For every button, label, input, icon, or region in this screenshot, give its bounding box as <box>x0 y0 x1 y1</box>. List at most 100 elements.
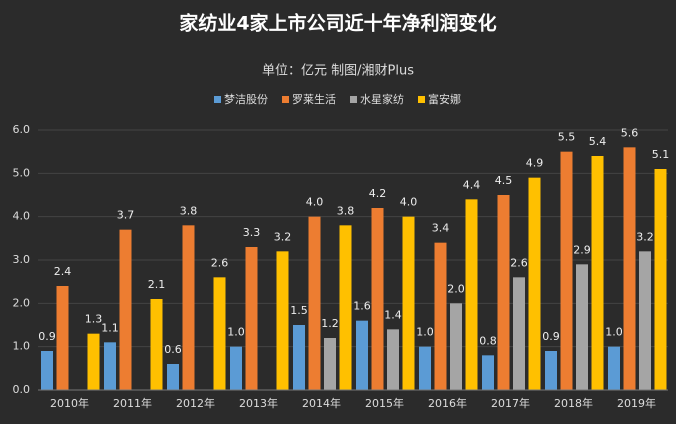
x-tick-label: 2014年 <box>302 396 341 410</box>
bar <box>654 169 667 390</box>
x-tick-label: 2017年 <box>491 396 530 410</box>
y-tick-label: 6.0 <box>13 123 31 136</box>
value-label: 2.0 <box>447 282 465 295</box>
bar <box>324 338 336 390</box>
x-tick-label: 2016年 <box>428 396 467 410</box>
value-label: 2.6 <box>510 256 528 269</box>
value-label: 3.7 <box>117 209 135 222</box>
value-label: 2.1 <box>148 278 166 291</box>
y-tick-label: 3.0 <box>13 253 31 266</box>
value-label: 3.8 <box>337 204 355 217</box>
bar <box>41 351 53 390</box>
bar <box>56 286 69 390</box>
bar <box>639 251 651 390</box>
value-label: 5.4 <box>589 135 607 148</box>
bar <box>245 247 258 390</box>
value-label: 5.6 <box>621 126 639 139</box>
value-label: 5.1 <box>652 148 670 161</box>
value-label: 3.4 <box>432 222 450 235</box>
bar <box>150 299 163 390</box>
bar <box>497 195 510 390</box>
value-label: 3.8 <box>180 204 198 217</box>
legend-label: 罗莱生活 <box>292 92 336 106</box>
value-label: 4.4 <box>463 178 481 191</box>
value-label: 3.2 <box>274 230 292 243</box>
bar <box>213 277 226 390</box>
bar <box>576 264 588 390</box>
legend-swatch <box>282 96 289 103</box>
value-label: 1.0 <box>227 326 245 339</box>
value-label: 3.3 <box>243 226 261 239</box>
x-tick-label: 2012年 <box>176 396 215 410</box>
bar <box>513 277 525 390</box>
bar <box>119 229 132 390</box>
y-tick-label: 4.0 <box>13 210 31 223</box>
legend-label: 水星家纺 <box>360 92 404 106</box>
y-tick-label: 2.0 <box>13 296 31 309</box>
bar <box>230 346 242 390</box>
y-tick-label: 5.0 <box>13 166 31 179</box>
y-tick-label: 1.0 <box>13 340 31 353</box>
chart-title: 家纺业4家上市公司近十年净利润变化 <box>179 12 496 35</box>
x-tick-label: 2018年 <box>554 396 593 410</box>
bar <box>308 216 321 390</box>
bar <box>356 320 368 390</box>
bar <box>293 325 305 390</box>
bar <box>104 342 116 390</box>
value-label: 2.4 <box>54 265 72 278</box>
value-label: 4.0 <box>400 196 418 209</box>
legend-swatch <box>214 96 221 103</box>
bar <box>87 333 100 390</box>
value-label: 2.6 <box>211 256 229 269</box>
legend-swatch <box>418 96 425 103</box>
bar <box>434 242 447 390</box>
value-label: 1.6 <box>353 300 371 313</box>
bar <box>339 225 352 390</box>
value-label: 1.0 <box>416 326 434 339</box>
value-label: 1.4 <box>384 308 402 321</box>
value-label: 4.2 <box>369 187 387 200</box>
chart-subtitle: 单位：亿元 制图/湘财Plus <box>262 64 414 79</box>
value-label: 4.9 <box>526 157 544 170</box>
bar <box>387 329 399 390</box>
value-label: 0.9 <box>542 330 560 343</box>
bar <box>528 177 541 390</box>
x-tick-label: 2019年 <box>617 396 656 410</box>
bar <box>167 364 179 390</box>
bar <box>402 216 415 390</box>
value-label: 1.5 <box>290 304 308 317</box>
value-label: 4.5 <box>495 174 513 187</box>
value-label: 1.0 <box>605 326 623 339</box>
x-tick-label: 2013年 <box>239 396 278 410</box>
bar <box>608 346 620 390</box>
bar <box>591 156 604 390</box>
x-tick-label: 2015年 <box>365 396 404 410</box>
value-label: 0.8 <box>479 334 497 347</box>
legend-swatch <box>350 96 357 103</box>
bar <box>465 199 478 390</box>
value-label: 1.2 <box>321 317 339 330</box>
value-label: 4.0 <box>306 196 324 209</box>
legend-label: 富安娜 <box>428 92 461 106</box>
x-tick-label: 2011年 <box>113 396 152 410</box>
value-label: 1.3 <box>85 313 103 326</box>
y-tick-label: 0.0 <box>13 383 31 396</box>
bar <box>276 251 289 390</box>
value-label: 1.1 <box>101 321 119 334</box>
legend-label: 梦洁股份 <box>224 93 268 106</box>
bar <box>371 208 384 390</box>
value-label: 0.9 <box>38 330 56 343</box>
bar <box>450 303 462 390</box>
value-label: 3.2 <box>636 230 654 243</box>
value-label: 5.5 <box>558 131 576 144</box>
value-label: 2.9 <box>573 243 591 256</box>
value-label: 0.6 <box>164 343 182 356</box>
bar <box>482 355 494 390</box>
bar <box>182 225 195 390</box>
x-tick-label: 2010年 <box>50 396 89 410</box>
bar <box>560 151 573 390</box>
bar <box>419 346 431 390</box>
bar <box>623 147 636 390</box>
bar <box>545 351 557 390</box>
